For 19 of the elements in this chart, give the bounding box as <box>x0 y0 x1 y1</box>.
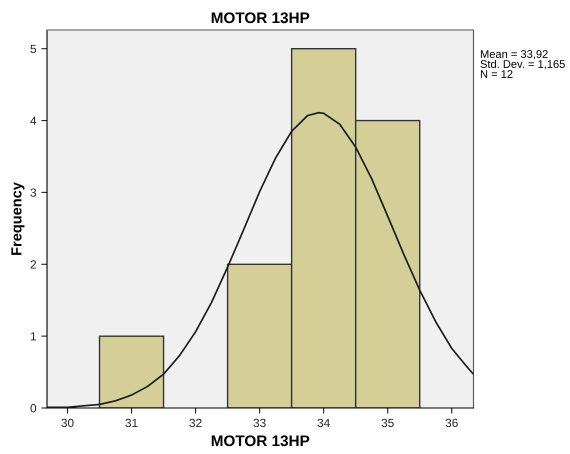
text: N = 12 <box>480 70 512 78</box>
y-tick-label: 1 <box>30 332 36 340</box>
x-tick-label: 30 <box>61 418 74 428</box>
chart-title: MOTOR 13HP <box>212 12 310 24</box>
text: Mean = 33,92 <box>480 50 548 60</box>
x-tick-label: 31 <box>125 418 138 428</box>
x-tick-label: 34 <box>318 418 330 428</box>
y-tick-label: 4 <box>30 116 36 125</box>
x-tick-label: 36 <box>446 418 458 428</box>
y-axis-title: Frequency <box>11 182 24 255</box>
y-tick-label: 2 <box>30 260 36 269</box>
x-tick-label: 35 <box>382 418 394 428</box>
y-tick-label: 3 <box>30 188 36 197</box>
text: Std. Dev. = 1,165 <box>480 60 565 70</box>
x-tick-label: 32 <box>189 418 202 428</box>
x-axis-title: MOTOR 13HP <box>212 435 310 446</box>
x-tick-label: 33 <box>253 418 266 428</box>
y-tick-label: 5 <box>30 44 36 54</box>
y-tick-label: 0 <box>30 404 36 412</box>
